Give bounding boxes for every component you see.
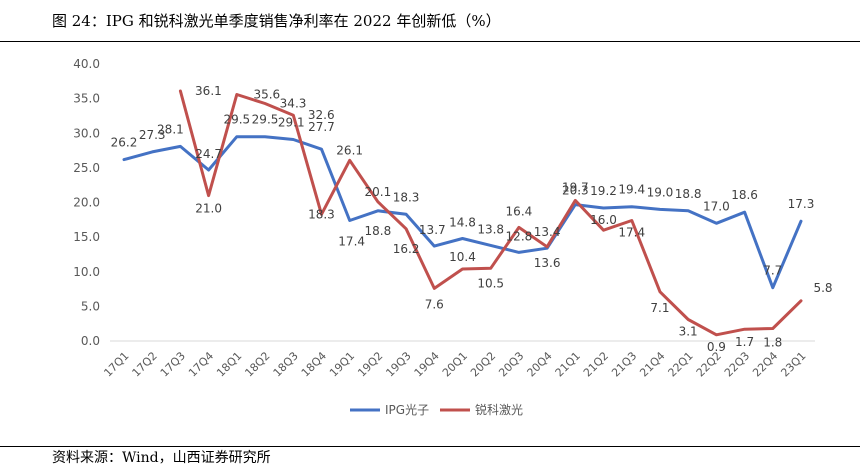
x-tick-label: 22Q2	[694, 349, 724, 379]
x-tick-label: 21Q4	[637, 349, 667, 379]
data-label: 26.2	[111, 136, 138, 150]
y-axis: 0.0 5.0 10.0 15.0 20.0 25.0 30.0 35.0 40.0	[73, 57, 100, 348]
data-label: 16.4	[506, 204, 533, 218]
data-label: 21.0	[195, 202, 222, 216]
data-label: 27.7	[308, 120, 335, 134]
data-label: 17.4	[618, 226, 645, 240]
footer-rule	[0, 446, 860, 447]
data-label: 18.6	[731, 188, 758, 202]
series-line-raycus	[178, 89, 803, 337]
data-label: 19.7	[562, 181, 589, 195]
legend-label: IPG光子	[385, 403, 429, 417]
data-label: 18.8	[675, 187, 702, 201]
data-label: 28.1	[157, 122, 184, 136]
data-label: 0.9	[707, 340, 726, 354]
legend-label: 锐科激光	[475, 403, 523, 417]
data-label: 17.0	[703, 199, 730, 213]
y-tick-label: 25.0	[73, 161, 100, 175]
data-label: 13.7	[419, 223, 446, 237]
y-tick-label: 20.0	[73, 196, 100, 210]
data-label: 20.3	[562, 183, 589, 197]
data-label: 17.4	[338, 235, 365, 249]
data-label: 27.3	[139, 128, 166, 142]
data-label: 13.4	[534, 225, 561, 239]
data-label: 1.7	[735, 335, 754, 349]
y-tick-label: 0.0	[81, 334, 100, 348]
data-label: 34.3	[280, 96, 307, 110]
y-tick-label: 5.0	[81, 299, 100, 313]
data-label: 29.5	[252, 113, 279, 127]
x-tick-label: 18Q3	[271, 349, 301, 379]
x-tick-label: 22Q3	[722, 349, 752, 379]
x-tick-label: 20Q4	[525, 349, 555, 379]
source-note: 资料来源：Wind，山西证券研究所	[52, 450, 271, 466]
data-label: 7.6	[425, 297, 444, 311]
x-tick-label: 22Q1	[666, 349, 696, 379]
page-title: 图 24：IPG 和锐科激光单季度销售净利率在 2022 年创新低（%）	[0, 0, 860, 42]
data-label: 24.7	[195, 147, 222, 161]
data-label: 13.6	[534, 256, 561, 270]
data-label: 3.1	[679, 325, 698, 339]
x-tick-label: 22Q4	[750, 349, 780, 379]
data-label: 10.5	[477, 276, 504, 290]
x-tick-label: 19Q1	[327, 349, 357, 379]
legend: IPG光子 锐科激光	[350, 403, 523, 417]
data-label: 7.7	[763, 264, 782, 278]
data-label: 5.8	[813, 281, 832, 295]
x-tick-label: 19Q4	[412, 349, 442, 379]
x-tick-label: 19Q2	[355, 349, 385, 379]
x-tick-label: 20Q3	[496, 349, 526, 379]
x-tick-label: 18Q2	[242, 349, 272, 379]
line-chart: 0.05.010.015.020.025.030.035.040.0 17Q11…	[73, 57, 833, 417]
data-label: 36.1	[195, 84, 222, 98]
y-tick-label: 35.0	[73, 92, 100, 106]
x-tick-label: 17Q2	[130, 349, 160, 379]
data-label: 19.4	[618, 183, 645, 197]
x-tick-label: 17Q3	[158, 349, 188, 379]
data-label: 16.2	[393, 242, 420, 256]
data-label: 14.8	[449, 216, 476, 230]
series-layer	[122, 89, 803, 337]
data-label: 10.4	[449, 250, 476, 264]
y-tick-label: 30.0	[73, 126, 100, 140]
y-tick-label: 15.0	[73, 230, 100, 244]
data-label: 19.0	[647, 185, 674, 199]
x-tick-label: 17Q1	[101, 349, 131, 379]
data-label: 12.8	[506, 229, 533, 243]
data-label: 32.6	[308, 108, 335, 122]
x-tick-label: 18Q1	[214, 349, 244, 379]
x-tick-label: 21Q3	[609, 349, 639, 379]
data-labels: 26.227.328.124.729.5 29.5 29.1 27.717.418.8…	[111, 84, 833, 354]
series-line-ipg	[122, 135, 803, 290]
data-label: 20.1	[365, 185, 392, 199]
data-label: 18.3	[308, 207, 335, 221]
data-label: 13.8	[477, 222, 504, 236]
data-label: 18.8	[365, 224, 392, 238]
x-tick-label: 23Q1	[778, 349, 808, 379]
data-label: 17.3	[788, 197, 815, 211]
data-label: 26.1	[336, 143, 363, 157]
x-tick-label: 18Q4	[299, 349, 329, 379]
data-label: 16.0	[590, 213, 617, 227]
y-tick-label: 40.0	[73, 57, 100, 71]
x-tick-label: 21Q2	[581, 349, 611, 379]
x-tick-label: 21Q1	[553, 349, 583, 379]
data-label: 1.8	[763, 336, 782, 350]
x-tick-label: 19Q3	[383, 349, 413, 379]
data-label: 29.1	[278, 115, 305, 129]
y-tick-label: 10.0	[73, 265, 100, 279]
data-label: 19.2	[590, 184, 617, 198]
data-label: 7.1	[650, 301, 669, 315]
data-label: 18.3	[393, 190, 420, 204]
data-label: 29.5	[223, 113, 250, 127]
x-tick-label: 17Q4	[186, 349, 216, 379]
x-tick-label: 20Q1	[440, 349, 470, 379]
data-label: 35.6	[253, 87, 280, 101]
x-tick-label: 20Q2	[468, 349, 498, 379]
